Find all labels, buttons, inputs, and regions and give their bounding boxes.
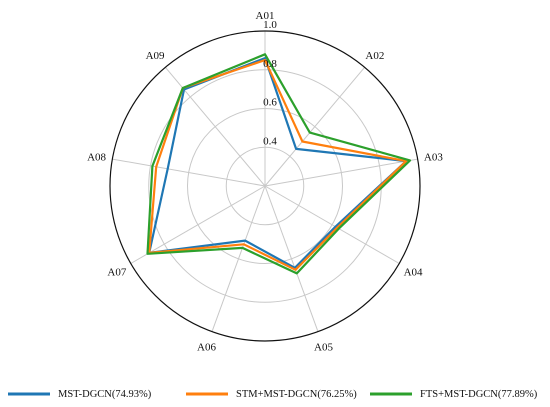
series-line-2 <box>148 58 408 271</box>
category-label-a08: A08 <box>87 151 106 163</box>
category-label-a03: A03 <box>424 151 443 163</box>
grid-spoke <box>164 66 266 187</box>
series-line-3 <box>146 53 412 275</box>
grid-spoke <box>264 185 400 264</box>
radial-tick-label: 0.8 <box>263 58 277 70</box>
category-label-a09: A09 <box>146 50 165 62</box>
category-label-a02: A02 <box>365 50 384 62</box>
category-label-a06: A06 <box>197 342 216 354</box>
series-line-1 <box>148 56 408 269</box>
radar-grid <box>109 30 421 342</box>
grid-spoke <box>211 185 266 332</box>
grid-spoke <box>264 66 366 187</box>
grid-spoke <box>264 185 319 332</box>
radial-tick-label: 1.0 <box>263 19 277 31</box>
category-labels: A01 A02 A03 A04 A05 A06 A07 A08 A09 <box>87 10 443 354</box>
legend-label-1: MST-DGCN(74.93%) <box>58 389 152 400</box>
legend: MST-DGCN(74.93%) STM+MST-DGCN(76.25%) FTS+… <box>8 389 538 400</box>
category-label-a04: A04 <box>404 267 423 279</box>
category-label-a05: A05 <box>314 342 333 354</box>
radial-tick-labels: 0.4 0.6 0.8 1.0 <box>263 19 277 147</box>
category-label-a07: A07 <box>107 267 126 279</box>
legend-label-2: STM+MST-DGCN(76.25%) <box>236 389 357 400</box>
radar-series-layer <box>146 53 412 275</box>
radial-tick-label: 0.6 <box>263 97 277 109</box>
radial-tick-label: 0.4 <box>263 135 277 147</box>
grid-spoke <box>112 158 266 187</box>
category-label-a01: A01 <box>256 10 275 22</box>
outer-frame-circle <box>109 30 421 342</box>
legend-label-3: FTS+MST-DGCN(77.89%) <box>420 389 538 400</box>
grid-spoke <box>130 185 266 264</box>
grid-spoke <box>264 158 418 187</box>
